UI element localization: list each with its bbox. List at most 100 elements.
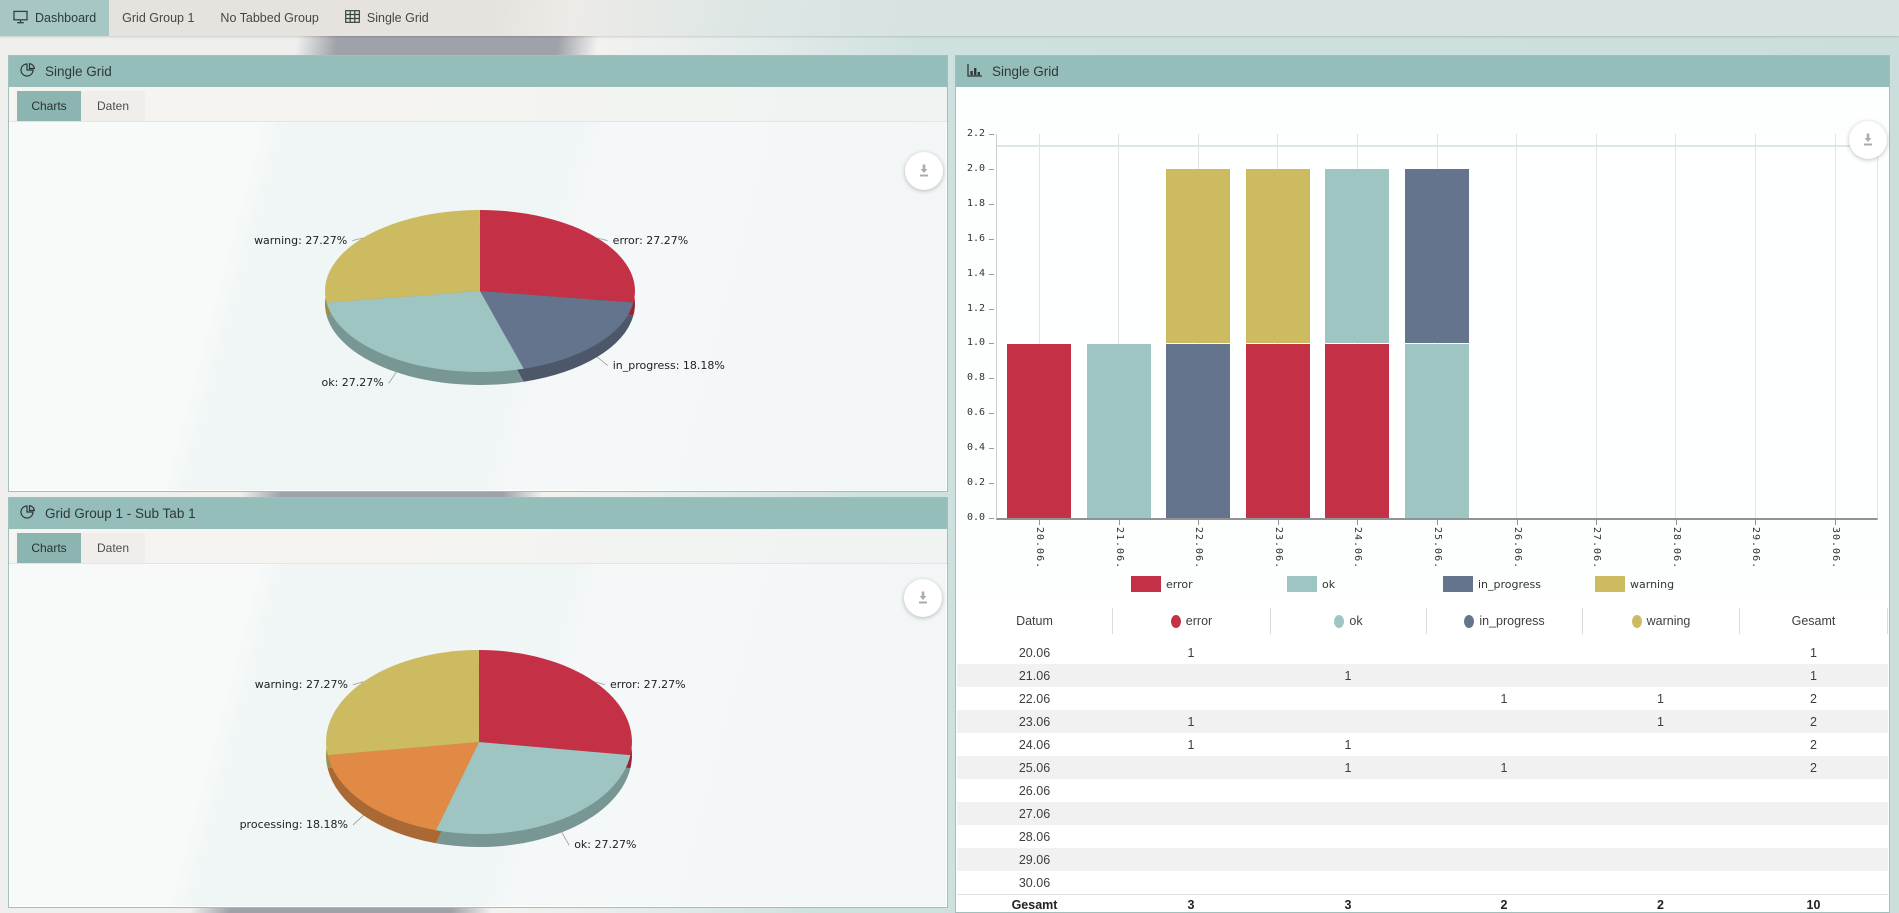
table-header-label: ok: [1349, 614, 1363, 628]
bar-segment-ok[interactable]: [1325, 169, 1390, 344]
legend-item-ok[interactable]: ok: [1287, 576, 1335, 592]
y-axis-tick: [989, 343, 994, 345]
table-total-cell: Gesamt: [1011, 898, 1058, 911]
table-header-label: in_progress: [1479, 614, 1545, 628]
pie-label-line: [388, 371, 397, 384]
table-total-row: Gesamt 3 3 2 2 10: [957, 894, 1888, 911]
pie-label-ok: ok: 27.27%: [574, 838, 637, 852]
bar-chart-plot: 20.06. 21.06. 22.06. 23.06. 24.06. 25.06. 26.0…: [996, 134, 1878, 569]
bar-segment-warning[interactable]: [1245, 169, 1310, 344]
x-axis-tick: [1596, 520, 1598, 525]
y-axis-tick: [989, 273, 994, 275]
x-axis-tick: [1437, 520, 1438, 525]
download-button[interactable]: [1849, 121, 1887, 159]
y-axis-tick: [989, 203, 994, 205]
bar-segment-ok[interactable]: [1086, 343, 1151, 518]
table-total-cell: 10: [1806, 898, 1821, 911]
pie-slice-processing[interactable]: [327, 742, 479, 831]
table-row: 27.06: [957, 802, 1888, 825]
x-axis-label: 27.06.: [1591, 527, 1603, 570]
legend-item-in_progress[interactable]: in_progress: [1443, 576, 1541, 592]
table-cell: 1: [1810, 668, 1817, 683]
panel-title: Single Grid: [45, 64, 112, 79]
tab-daten[interactable]: Daten: [81, 533, 145, 563]
table-cell: 1: [1500, 760, 1508, 775]
table-total-cell: 2: [1500, 898, 1508, 911]
monitor-icon: [13, 10, 28, 27]
bar-segment-error[interactable]: [1245, 343, 1310, 518]
tab-charts[interactable]: Charts: [17, 533, 81, 563]
pie-chart-icon: [20, 62, 36, 81]
tab-daten[interactable]: Daten: [81, 91, 145, 121]
bar-chart-legend: error ok in_progress warning: [956, 576, 1889, 596]
pie-label-line: [561, 832, 570, 846]
bar-segment-error[interactable]: [1007, 343, 1071, 518]
y-axis-tick: [989, 238, 994, 240]
x-axis-label: 21.06.: [1113, 527, 1125, 570]
bar-segment-in_progress[interactable]: [1405, 169, 1469, 344]
table-cell: 2: [1810, 737, 1817, 752]
legend-label: error: [1166, 577, 1193, 591]
download-button[interactable]: [905, 152, 943, 190]
nav-tab-grid-group-1[interactable]: Grid Group 1: [109, 0, 207, 36]
nav-tab-single-grid[interactable]: Single Grid: [332, 0, 442, 36]
y-axis-label: 0.4: [966, 442, 985, 454]
pie-label-warning: warning: 27.27%: [254, 677, 348, 691]
pie-slice-warning[interactable]: [325, 210, 480, 303]
pie-chart: [326, 650, 632, 848]
vertical-gridline: [1118, 134, 1120, 518]
nav-tab-no-tabbed-group[interactable]: No Tabbed Group: [207, 0, 331, 36]
table-cell: 29.06: [1018, 852, 1051, 867]
x-axis-tick: [1357, 520, 1359, 525]
bar-segment-ok[interactable]: [1405, 343, 1469, 518]
x-axis-tick: [1835, 520, 1836, 525]
vertical-gridline: [1038, 134, 1040, 518]
bar-segment-warning[interactable]: [1166, 169, 1231, 344]
pie-label-error: error: 27.27%: [612, 233, 689, 247]
table-cell: 27.06: [1018, 806, 1051, 821]
pie-slice-error[interactable]: [479, 650, 632, 756]
pie-chart-area: error: 27.27% ok: 27.27% processing: 18.18…: [10, 564, 946, 906]
table-cell: 30.06: [1018, 875, 1051, 890]
x-axis-label: 24.06.: [1352, 527, 1364, 570]
nav-tab-label: No Tabbed Group: [220, 11, 319, 25]
pie-label-line: [594, 681, 606, 686]
legend-label: warning: [1630, 577, 1675, 591]
legend-swatch-ok: [1287, 576, 1317, 592]
y-axis-tick: [989, 483, 994, 485]
table-cell: 24.06: [1018, 737, 1051, 752]
series-dot-error: [1170, 614, 1181, 628]
table-header-in_progress: in_progress: [1426, 608, 1582, 634]
data-table: Datum error ok in_progress warning Gesamt 20.0…: [957, 601, 1888, 911]
legend-swatch-error: [1131, 576, 1161, 592]
vertical-gridline: [1595, 134, 1597, 518]
table-row: 30.06: [957, 871, 1888, 894]
bar-segment-in_progress[interactable]: [1166, 343, 1231, 518]
pie-label-line: [596, 356, 608, 366]
legend-label: in_progress: [1478, 577, 1542, 591]
nav-tab-label: Grid Group 1: [122, 11, 195, 25]
pie-label-line: [352, 815, 364, 826]
table-cell: 26.06: [1018, 783, 1051, 798]
pie-slice-in_progress[interactable]: [480, 291, 634, 369]
y-axis-tick: [989, 413, 994, 415]
pie-slice-ok[interactable]: [326, 291, 524, 372]
download-button[interactable]: [904, 579, 942, 617]
pie-slice-ok[interactable]: [435, 742, 631, 835]
x-axis-label: 25.06.: [1432, 527, 1443, 570]
pie-slice-error[interactable]: [480, 210, 635, 303]
pie-slice-warning[interactable]: [326, 650, 479, 756]
table-cell: 2: [1810, 691, 1817, 706]
legend-item-error[interactable]: error: [1131, 576, 1193, 592]
table-cell: 1: [1187, 737, 1195, 752]
legend-item-warning[interactable]: warning: [1595, 576, 1674, 592]
tab-charts[interactable]: Charts: [17, 91, 81, 121]
bar-segment-error[interactable]: [1325, 343, 1390, 518]
table-row: 23.06 1 1 2: [957, 710, 1888, 733]
table-header-error: error: [1112, 608, 1270, 634]
nav-tab-dashboard[interactable]: Dashboard: [0, 0, 110, 36]
x-axis-tick: [1039, 520, 1040, 525]
pie-chart-area: error: 27.27% in_progress: 18.18% ok: 27.2…: [10, 122, 946, 490]
table-row: 20.06 1 1: [957, 641, 1888, 664]
series-dot-ok: [1334, 614, 1345, 628]
